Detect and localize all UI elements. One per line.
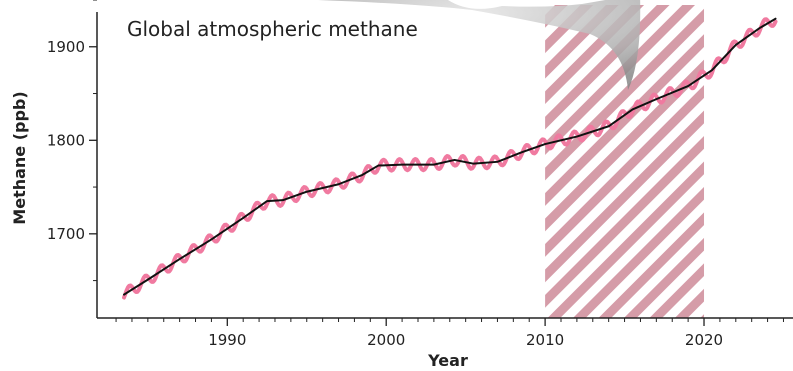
series-layer <box>122 17 778 300</box>
y-tick-label: 1800 <box>47 131 85 149</box>
y-tick-label: 1900 <box>47 38 85 56</box>
chart-title: Global atmospheric methane <box>127 17 418 41</box>
x-axis-title: Year <box>427 351 468 370</box>
series-line-trend <box>123 17 777 296</box>
series-line-monthly <box>122 17 778 300</box>
x-tick-label: 2010 <box>526 331 564 349</box>
ticks-layer: 1990 2000 2010 2020 1700 1800 1900 <box>47 0 784 349</box>
y-tick-label: 1700 <box>47 225 85 243</box>
x-tick-label: 2000 <box>367 331 405 349</box>
y-axis-title: Methane (ppb) <box>10 91 29 224</box>
x-tick-label: 2020 <box>685 331 723 349</box>
x-tick-label: 1990 <box>208 331 246 349</box>
shadow-cone-decoration <box>318 0 641 90</box>
